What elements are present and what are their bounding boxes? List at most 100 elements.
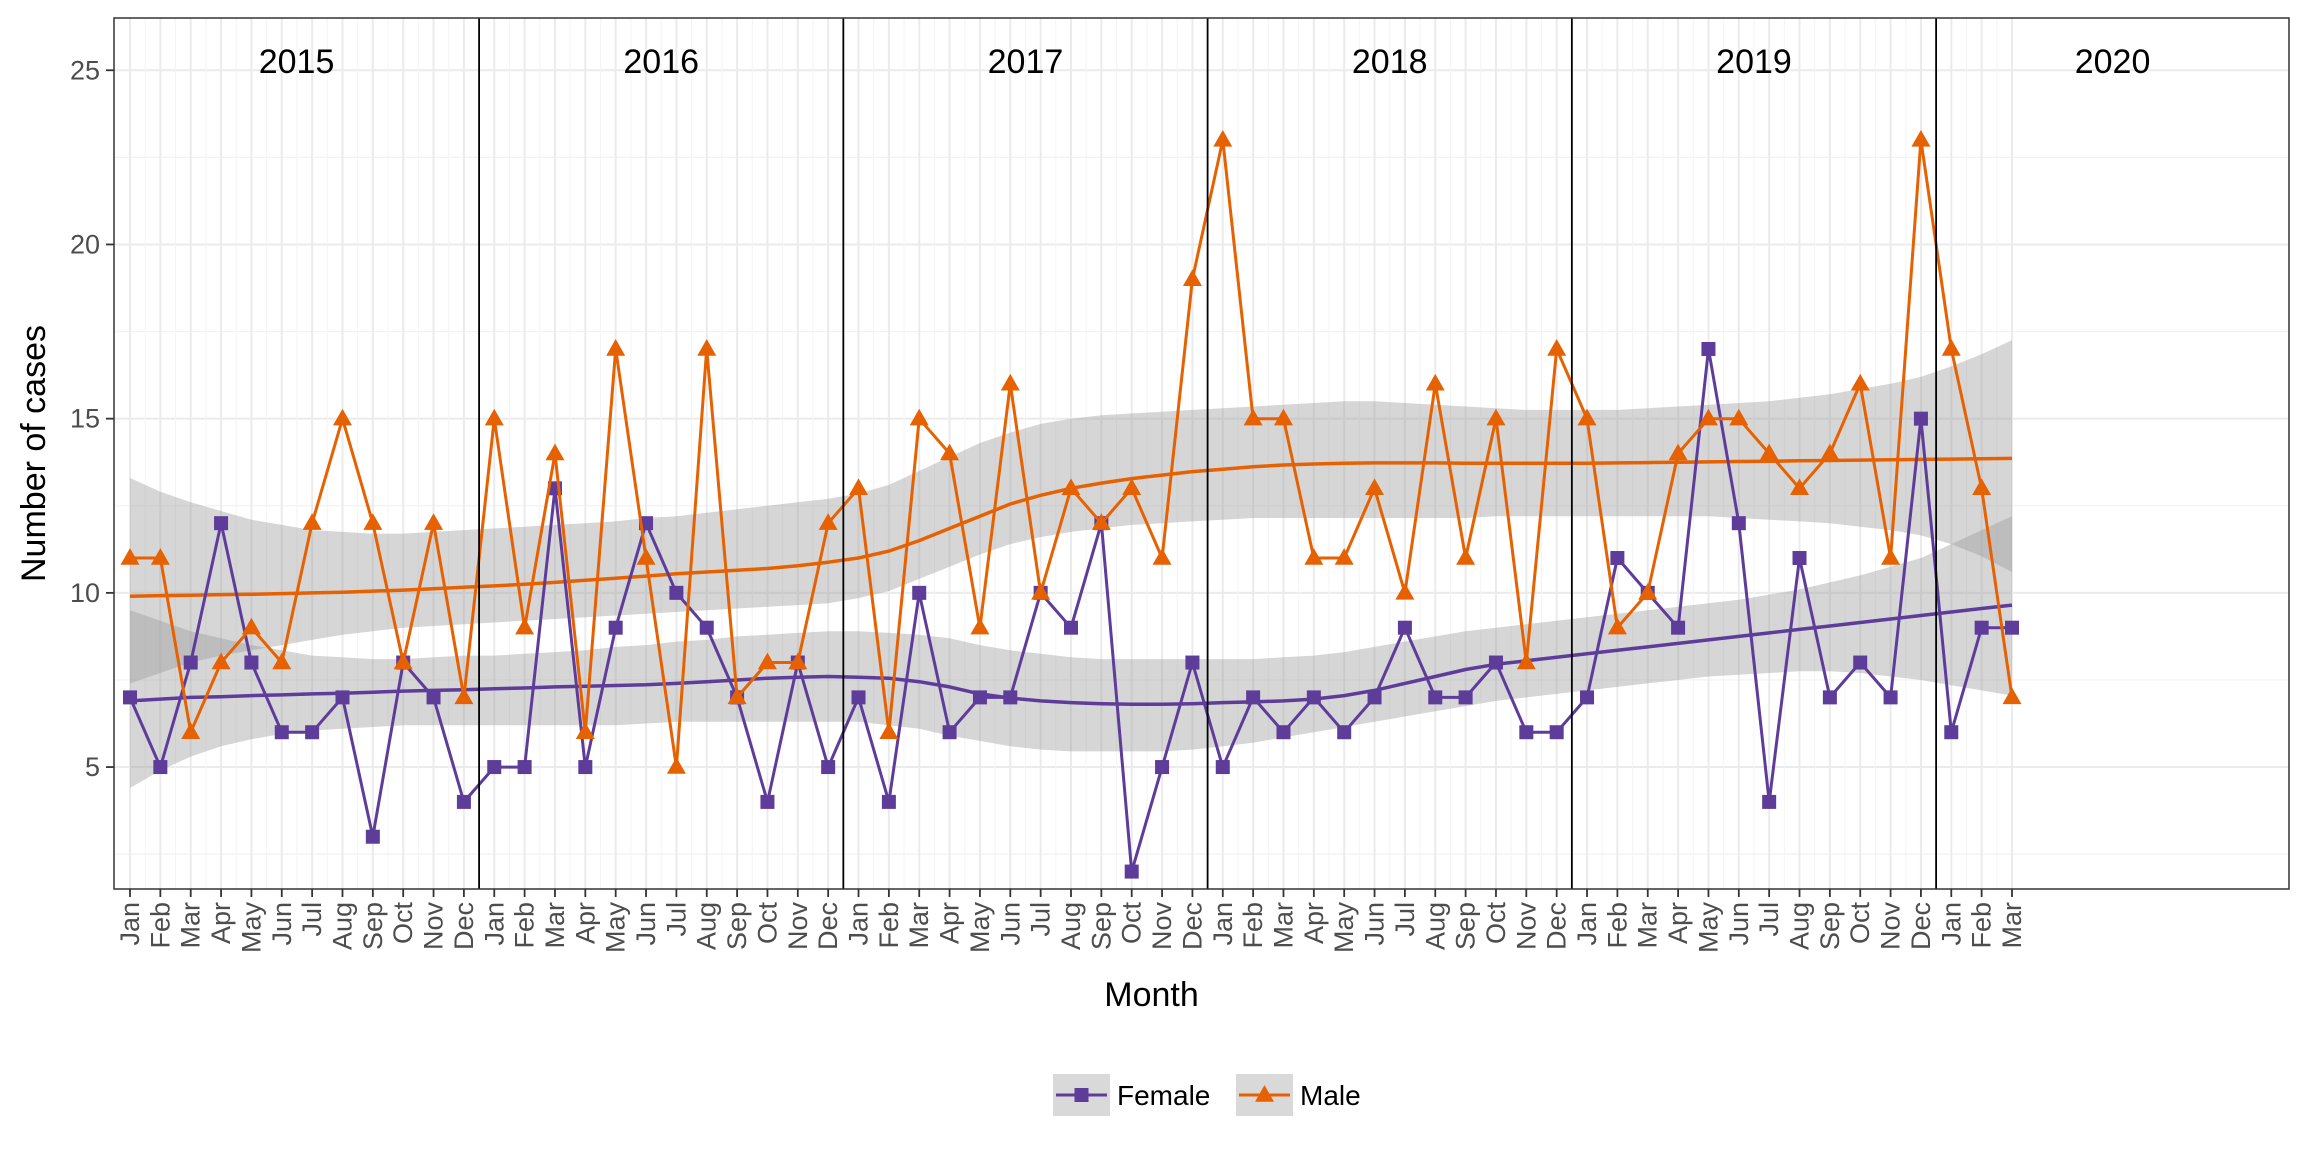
male-point <box>1607 617 1627 635</box>
male-point <box>940 443 960 461</box>
x-tick-label: Mar <box>176 902 206 949</box>
year-dividers <box>478 18 1938 889</box>
x-tick-label: Feb <box>1967 902 1997 949</box>
female-point <box>1458 690 1473 705</box>
male-point <box>1759 443 1779 461</box>
x-tick-label: Oct <box>1481 902 1511 945</box>
x-axis: Jan Feb Mar Apr May Jun Jul Aug Sep Oct Nov Dec Jan F… <box>115 889 2027 953</box>
female-point <box>487 760 502 775</box>
female-confidence-band <box>130 516 2012 788</box>
x-tick-label: Jan <box>479 902 509 946</box>
female-point <box>851 690 866 705</box>
y-axis-title: Number of cases <box>15 325 53 582</box>
x-tick-label: Jun <box>1724 902 1754 946</box>
x-tick-label: Nov <box>419 902 449 951</box>
female-point <box>1822 690 1837 705</box>
female-point <box>183 655 198 670</box>
x-tick-label: May <box>601 902 631 954</box>
male-legend-label: Male <box>1300 1080 1361 1111</box>
female-point <box>123 690 137 705</box>
female-point <box>942 725 957 740</box>
x-tick-label: Jul <box>297 902 327 937</box>
male-point <box>545 443 565 461</box>
x-tick-label: Jul <box>1026 902 1056 937</box>
x-tick-label: Sep <box>1815 902 1845 950</box>
male-point <box>515 617 535 635</box>
x-tick-label: Dec <box>449 902 479 950</box>
confidence-bands <box>130 340 2012 788</box>
x-tick-label: Aug <box>328 902 358 950</box>
female-point <box>1974 620 1989 635</box>
female-point <box>1913 411 1928 426</box>
female-point <box>1155 760 1170 775</box>
male-point <box>1304 548 1324 565</box>
female-point <box>2005 620 2019 635</box>
x-tick-label: Jun <box>631 902 661 946</box>
female-point <box>1276 725 1291 740</box>
year-label: 2015 <box>259 43 335 81</box>
male-point <box>2002 687 2022 705</box>
female-point <box>760 794 775 809</box>
x-tick-label: Jan <box>1572 902 1602 946</box>
male-point <box>636 548 656 565</box>
x-tick-label: Oct <box>753 902 783 945</box>
x-tick-label: Jun <box>995 902 1025 946</box>
female-trend-line <box>129 603 2013 707</box>
male-point <box>272 652 292 670</box>
y-tick-label: 15 <box>70 404 100 434</box>
female-point <box>1883 690 1898 705</box>
x-tick-label: Feb <box>874 902 904 949</box>
year-label: 2016 <box>623 43 699 81</box>
x-tick-label: May <box>236 902 266 954</box>
female-point <box>699 620 714 635</box>
x-tick-label: Apr <box>1299 902 1329 944</box>
x-tick-label: Aug <box>1785 902 1815 950</box>
x-tick-label: Jan <box>1936 902 1966 946</box>
x-tick-label: Aug <box>692 902 722 950</box>
female-point <box>821 760 836 775</box>
x-tick-label: Mar <box>904 902 934 949</box>
male-point <box>211 652 231 670</box>
male-point <box>1516 652 1536 670</box>
male-point <box>363 513 383 530</box>
male-point <box>241 617 261 635</box>
male-point <box>1790 478 1810 496</box>
male-point <box>150 548 170 565</box>
male-point <box>1668 443 1688 461</box>
female-point <box>1428 690 1443 705</box>
x-tick-label: Aug <box>1420 902 1450 950</box>
x-tick-label: Jan <box>844 902 874 946</box>
x-tick-label: Mar <box>540 902 570 949</box>
legend: Female Male <box>1053 1074 1361 1116</box>
male-point <box>1365 478 1385 496</box>
x-tick-label: Jan <box>1208 902 1238 946</box>
male-point <box>1577 408 1597 426</box>
male-point <box>484 408 504 426</box>
male-point <box>1729 408 1749 426</box>
x-axis-title: Month <box>1104 976 1199 1014</box>
x-tick-label: Mar <box>1269 902 1299 949</box>
female-point <box>426 690 441 705</box>
female-point <box>1549 725 1564 740</box>
female-point <box>1246 690 1261 705</box>
x-tick-label: Jun <box>1360 902 1390 946</box>
male-point <box>727 687 747 705</box>
female-point <box>1853 655 1868 670</box>
panel-border <box>113 17 2290 890</box>
male-point <box>393 652 413 670</box>
male-point <box>1850 373 1870 391</box>
male-point <box>1243 408 1263 426</box>
male-point <box>1972 478 1992 496</box>
x-tick-label: May <box>1694 902 1724 954</box>
x-tick-label: Apr <box>935 902 965 944</box>
year-labels: 2015 2016 2017 2018 2019 2020 <box>259 43 2151 81</box>
male-point <box>1395 582 1415 600</box>
male-point <box>788 652 808 670</box>
male-point <box>1031 582 1051 600</box>
male-point <box>1456 548 1476 565</box>
y-axis: 5 10 15 20 25 <box>70 55 114 782</box>
male-point <box>879 722 899 739</box>
x-tick-label: Apr <box>206 902 236 944</box>
male-point <box>1638 582 1658 600</box>
